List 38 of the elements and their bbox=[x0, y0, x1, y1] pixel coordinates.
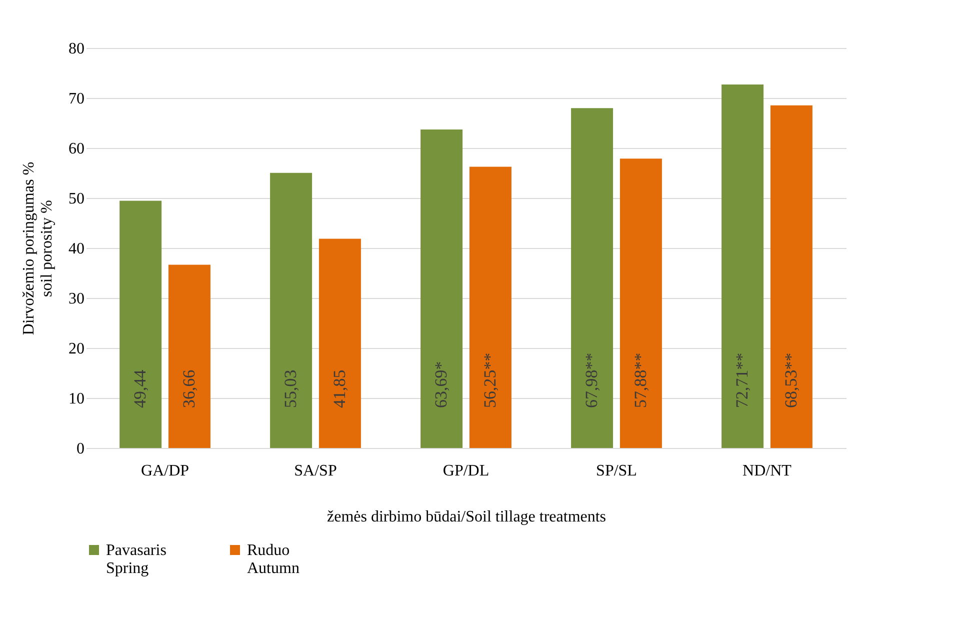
y-tick-label: 40 bbox=[68, 240, 84, 258]
bar bbox=[620, 158, 662, 448]
data-label: 55,03 bbox=[281, 370, 300, 408]
x-axis-title: žemės dirbimo būdai/Soil tillage treatments bbox=[326, 508, 606, 526]
y-axis-title: Dirvožemio poringumas % soil porosity % bbox=[20, 162, 56, 336]
y-tick-label: 10 bbox=[68, 390, 84, 408]
legend-label: Pavasaris Spring bbox=[106, 542, 166, 577]
data-label: 67,98** bbox=[582, 352, 602, 408]
x-tick-label: GP/DL bbox=[442, 462, 490, 480]
bar bbox=[420, 130, 463, 448]
y-tick-label: 0 bbox=[76, 440, 84, 458]
bar bbox=[120, 200, 162, 448]
data-label: 56,25** bbox=[480, 352, 500, 408]
bar bbox=[722, 84, 764, 448]
x-tick-label: SP/SL bbox=[596, 462, 637, 480]
y-tick-label: 60 bbox=[68, 140, 84, 158]
bar bbox=[571, 108, 614, 448]
x-tick-label: GA/DP bbox=[141, 462, 190, 480]
y-tick-label: 20 bbox=[68, 340, 84, 358]
x-tick-label: SA/SP bbox=[294, 462, 337, 480]
x-tick-label: ND/NT bbox=[742, 462, 792, 480]
y-tick-label: 70 bbox=[68, 90, 84, 108]
y-tick-label: 30 bbox=[68, 290, 84, 308]
bar bbox=[270, 172, 312, 448]
data-label: 49,44 bbox=[130, 369, 150, 408]
bar bbox=[168, 264, 210, 448]
data-label: 68,53** bbox=[781, 352, 800, 408]
data-label: 36,66 bbox=[179, 370, 198, 408]
legend-label: Ruduo Autumn bbox=[247, 542, 300, 577]
bar bbox=[318, 238, 361, 448]
y-tick-label: 80 bbox=[68, 40, 84, 58]
data-label: 63,69* bbox=[432, 361, 451, 408]
data-label: 41,85 bbox=[330, 370, 349, 408]
bar bbox=[469, 166, 512, 448]
data-label: 72,71** bbox=[732, 352, 752, 408]
y-tick-label: 50 bbox=[68, 190, 84, 208]
bar bbox=[770, 105, 812, 448]
data-label: 57,88** bbox=[630, 352, 650, 408]
